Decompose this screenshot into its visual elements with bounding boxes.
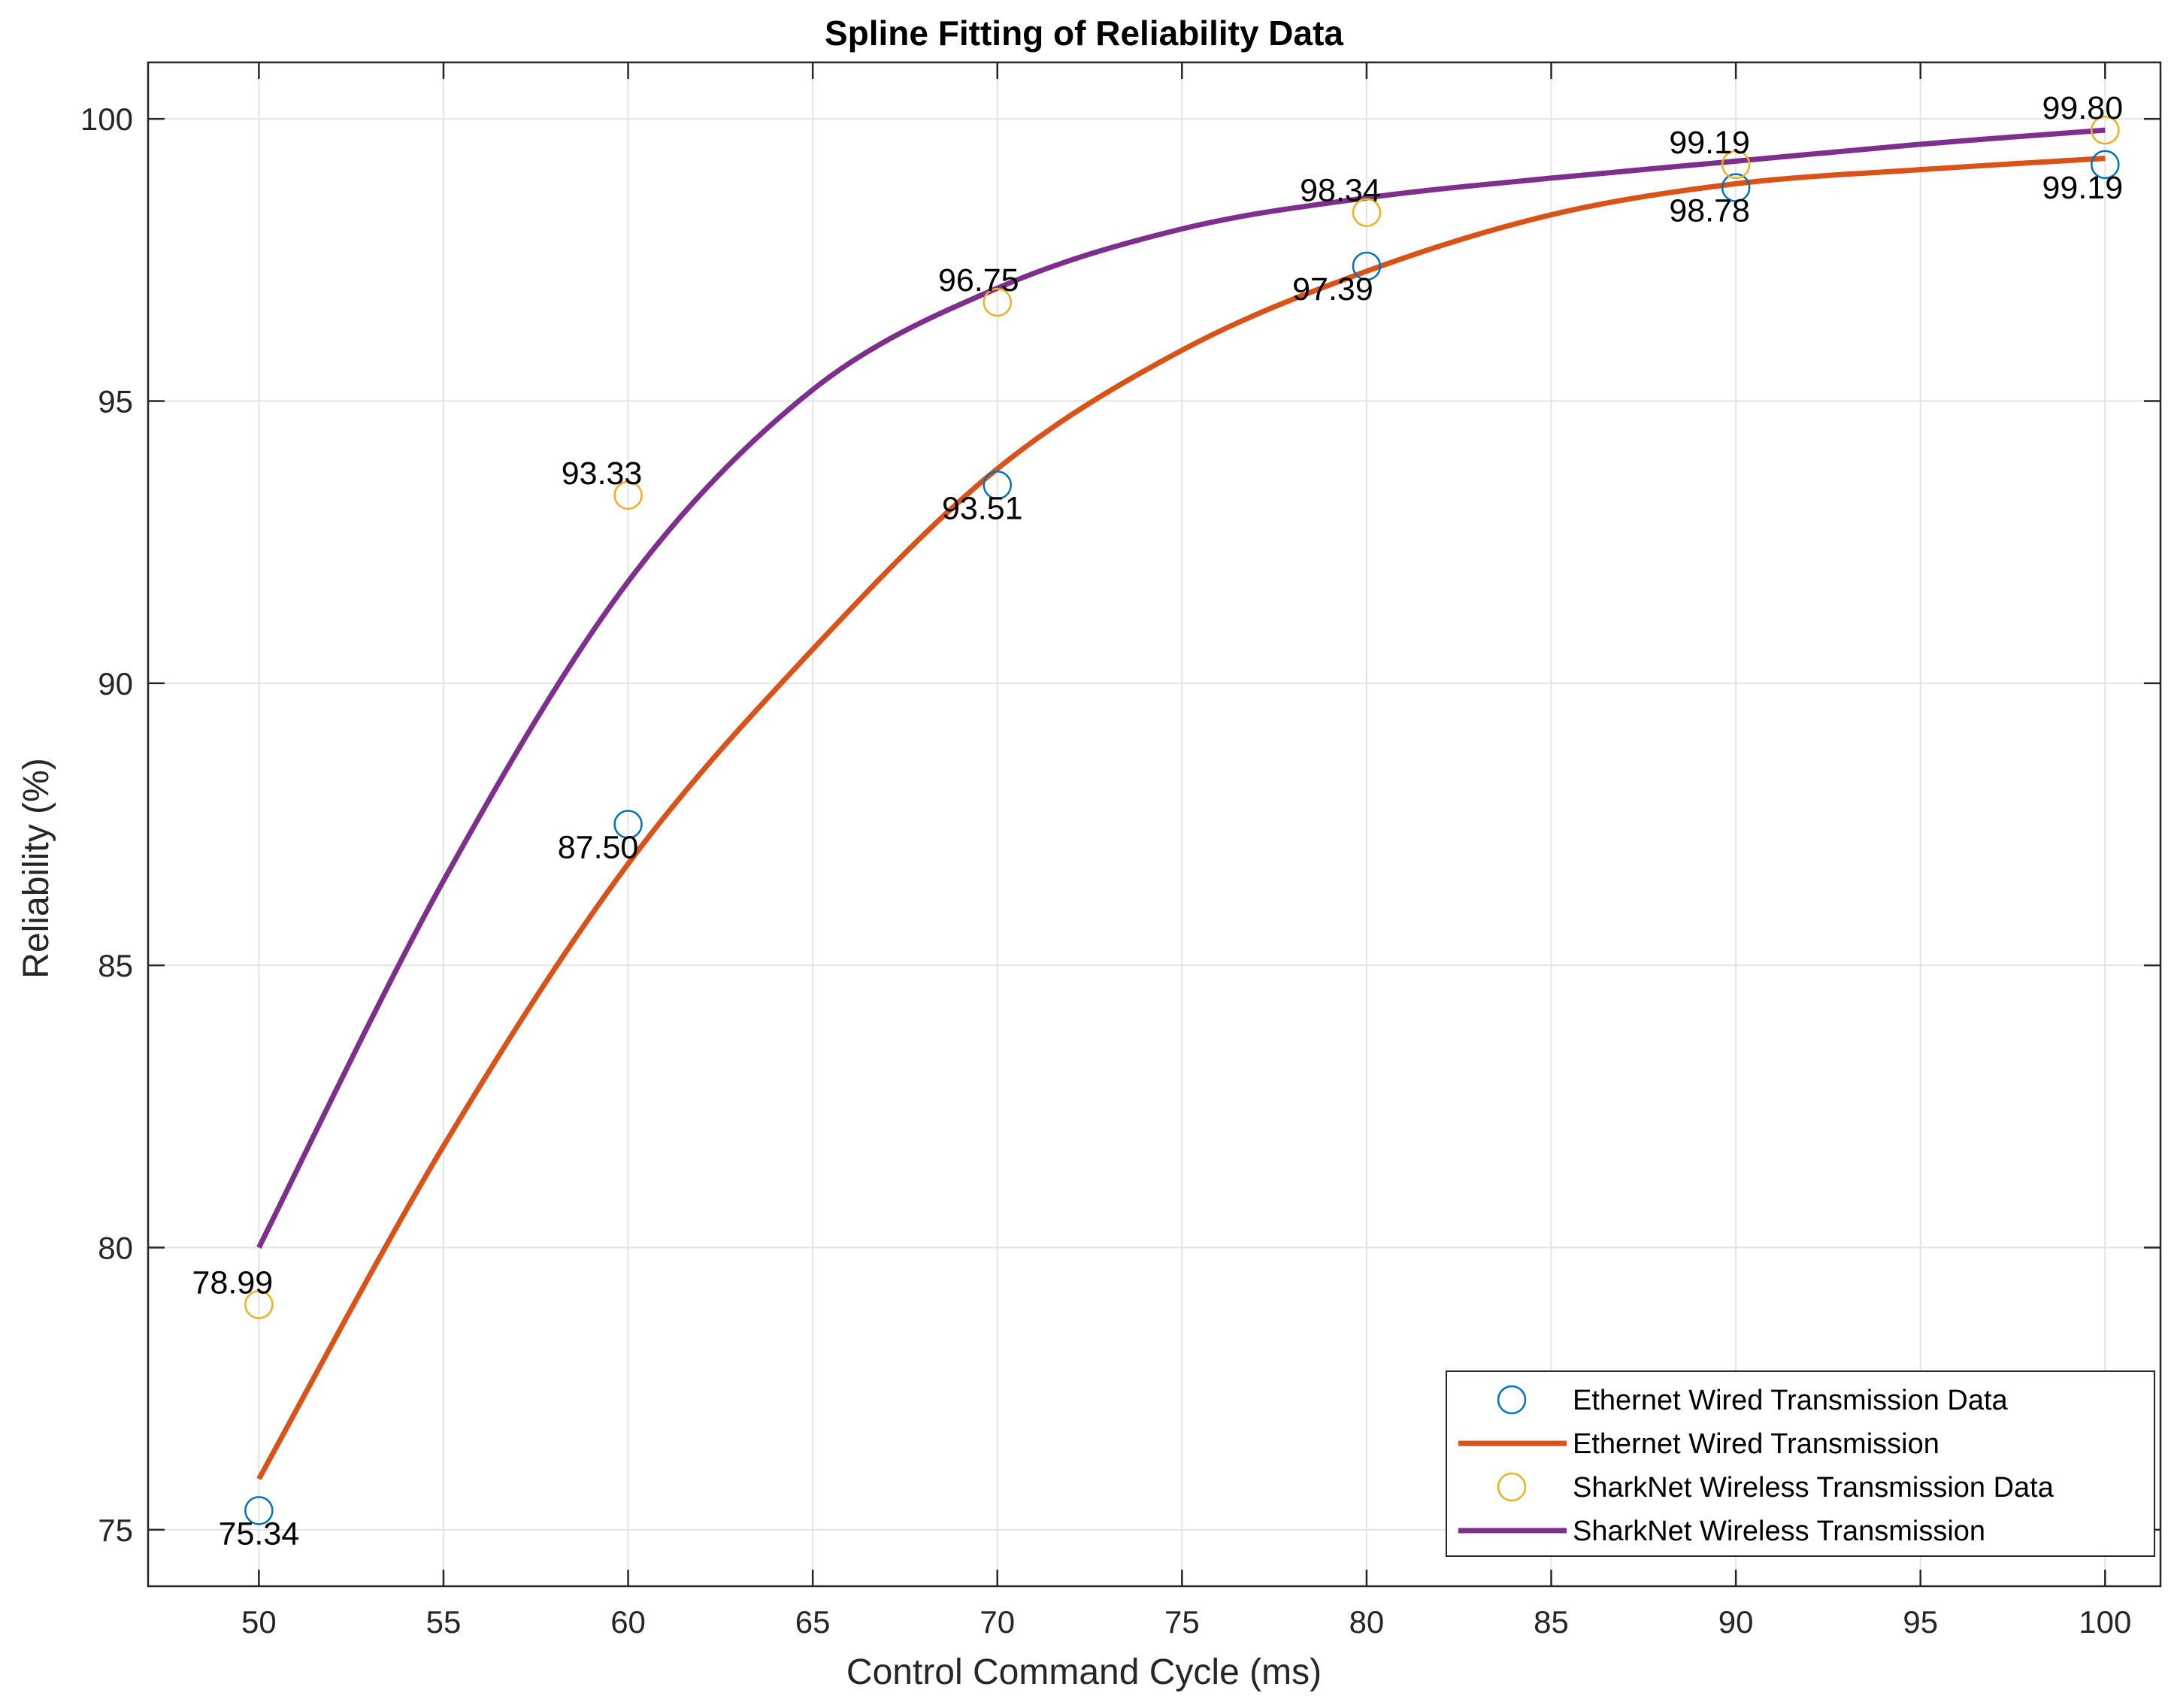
x-tick-label: 60: [610, 1604, 646, 1640]
data-label: 75.34: [219, 1516, 300, 1552]
data-label: 99.80: [2042, 90, 2124, 126]
data-point-marker: [1352, 251, 1382, 281]
data-point-marker: [1721, 173, 1751, 202]
data-label: 98.78: [1669, 193, 1750, 229]
legend-box: [1446, 1370, 2155, 1557]
data-label: 87.50: [558, 830, 639, 866]
y-tick-label: 85: [98, 948, 133, 983]
data-label: 93.51: [942, 490, 1023, 526]
series-line: [256, 127, 2106, 1249]
legend-entry-label: SharkNet Wireless Transmission: [1573, 1516, 1985, 1547]
data-point-marker: [244, 1496, 274, 1525]
labels-layer: 75.34 87.50 93.51 97.39 98.78 99.19 78.99 93.33…: [192, 90, 2124, 1552]
data-point-marker: [613, 810, 643, 839]
series-layer: [244, 115, 2120, 1525]
legend: Ethernet Wired Transmission Data Ethernet…: [1446, 1370, 2155, 1557]
x-axis-label: Control Command Cycle (ms): [846, 1652, 1322, 1692]
data-label: 78.99: [192, 1264, 274, 1301]
x-tick-label: 65: [795, 1604, 831, 1640]
y-tick-label: 80: [98, 1231, 133, 1266]
legend-entry-label: SharkNet Wireless Transmission Data: [1573, 1472, 2054, 1504]
data-point-marker: [983, 287, 1012, 317]
x-tick-label: 90: [1718, 1604, 1754, 1640]
legend-marker: [1497, 1385, 1527, 1415]
data-point-marker: [613, 480, 643, 510]
y-tick-label: 95: [98, 383, 133, 419]
legend-marker: [1497, 1472, 1527, 1502]
x-tick-label: 75: [1164, 1604, 1200, 1640]
x-tick-label: 55: [426, 1604, 462, 1640]
data-point-marker: [1721, 150, 1751, 180]
y-tick-label: 90: [98, 666, 133, 701]
y-tick-label: 75: [98, 1513, 133, 1548]
data-point-marker: [244, 1290, 274, 1319]
chart-title: Spline Fitting of Reliability Data: [825, 14, 1343, 53]
data-label: 99.19: [2042, 170, 2124, 206]
x-tick-label: 50: [241, 1604, 277, 1640]
data-label: 96.75: [938, 262, 1019, 298]
axes-layer: 50 55 60 65 70 75 80 85 90 95 100 75 80 85 90 95 100: [80, 61, 2162, 1640]
grid-layer: [148, 62, 2160, 1586]
plot-frame: [147, 61, 2162, 1588]
y-tick-label: 100: [80, 101, 133, 137]
legend-entry-label: Ethernet Wired Transmission Data: [1573, 1385, 2009, 1416]
data-point-marker: [2091, 150, 2120, 180]
x-tick-label: 100: [2079, 1604, 2131, 1640]
data-point-marker: [1352, 198, 1382, 227]
x-tick-label: 70: [980, 1604, 1015, 1640]
x-tick-label: 80: [1349, 1604, 1385, 1640]
y-axis-label: Reliability (%): [17, 758, 56, 978]
data-label: 97.39: [1292, 271, 1373, 307]
data-label: 99.19: [1669, 125, 1750, 161]
data-point-marker: [983, 471, 1012, 500]
data-point-marker: [2091, 115, 2120, 145]
data-label: 93.33: [562, 456, 643, 492]
legend-entry-label: Ethernet Wired Transmission: [1573, 1428, 1939, 1460]
x-tick-label: 85: [1534, 1604, 1569, 1640]
data-label: 98.34: [1300, 173, 1381, 209]
x-tick-label: 95: [1903, 1604, 1938, 1640]
